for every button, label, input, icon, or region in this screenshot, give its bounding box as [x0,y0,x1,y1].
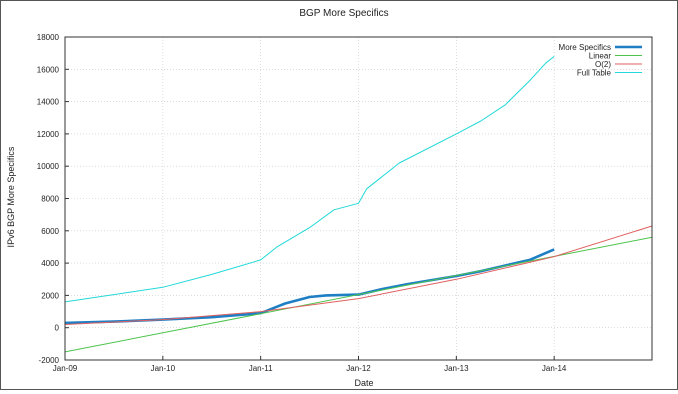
y-tick-label: 8000 [41,195,59,204]
plot-border [64,36,653,361]
legend-label-more-specifics: More Specifics [559,43,611,52]
chart-title: BGP More Specifics [299,8,388,19]
y-tick-label: 14000 [37,98,60,107]
series-lines [64,56,653,353]
x-tick-label: Jan-13 [444,364,469,373]
y-axis-label: IPv6 BGP More Specifics [6,146,16,247]
series-line-o-2 [64,225,653,325]
x-tick-label: Jan-10 [151,364,176,373]
x-tick-label: Jan-14 [542,364,567,373]
y-tick-label: 2000 [41,291,59,300]
series-line-more-specifics [64,248,555,325]
y-tick-label: 4000 [41,259,59,268]
y-tick-label: 0 [55,324,60,333]
y-tick-label: 12000 [37,130,60,139]
y-tick-label: -2000 [39,356,60,365]
y-tick-label: 10000 [37,162,60,171]
y-tick-label: 18000 [37,33,60,42]
grid [64,36,652,361]
legend-label-linear: Linear [589,52,612,61]
series-line-full-table [64,56,555,303]
y-tick-label: 6000 [41,227,59,236]
x-axis-label: Date [354,378,373,388]
legend-label-o-2: O(2) [595,60,611,69]
x-tick-label: Jan-11 [249,364,273,373]
x-tick-label: Jan-12 [346,364,371,373]
x-tick-label: Jan-09 [53,364,78,373]
y-tick-label: 16000 [37,65,60,74]
legend-label-full-table: Full Table [577,69,612,78]
axis-ticks: -2000 0 2000 4000 6000 8000 10000 12000 14000 160… [37,33,567,373]
